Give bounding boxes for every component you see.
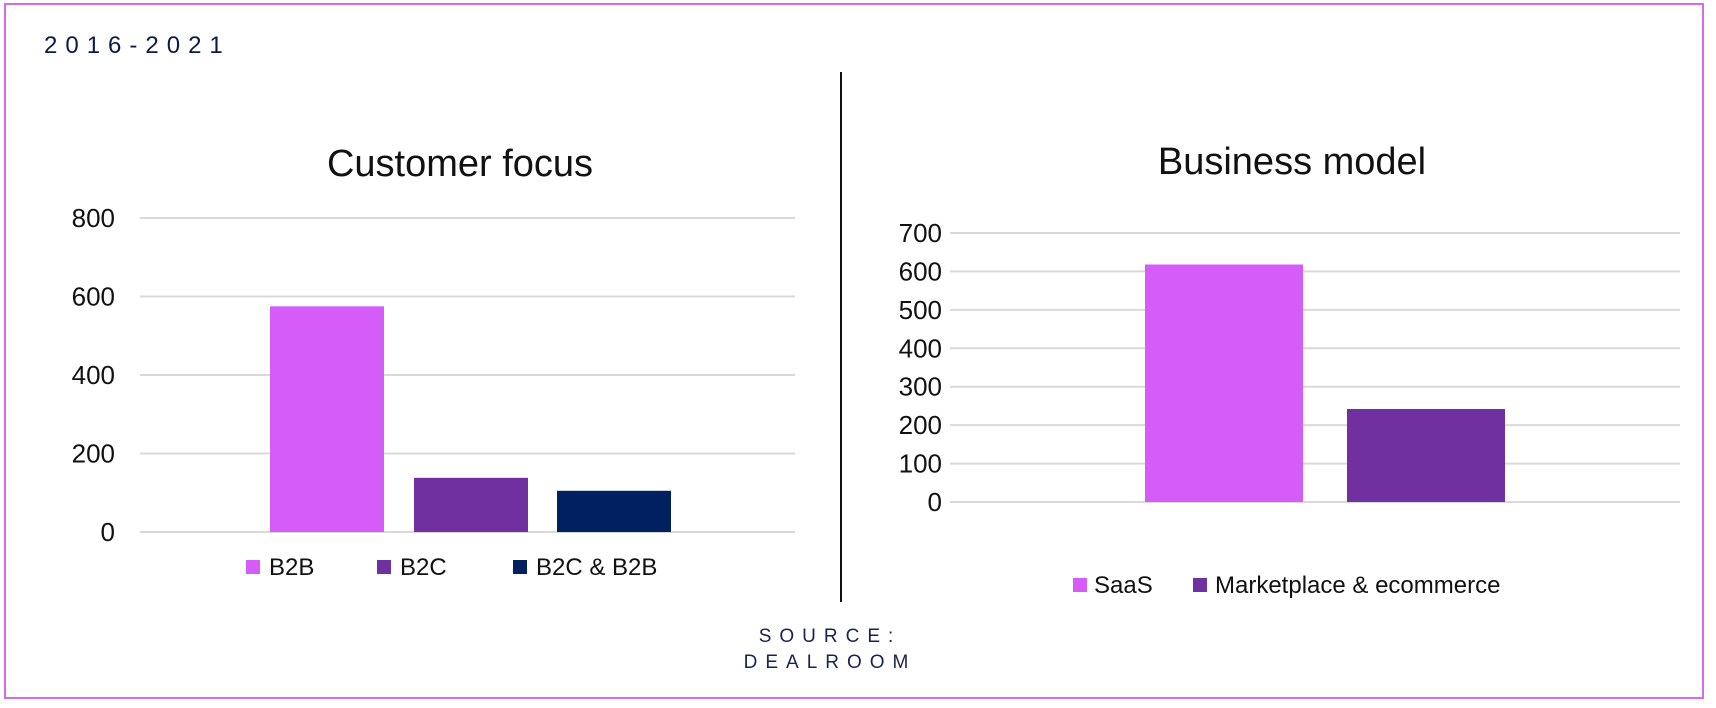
chart1-y-tick-label: 800 — [72, 203, 115, 233]
chart2-y-tick-label: 100 — [899, 449, 942, 479]
chart2-y-tick-label: 400 — [899, 333, 942, 363]
chart2-y-tick-label: 600 — [899, 256, 942, 286]
chart2-bar-saas — [1145, 264, 1303, 502]
outer-frame — [4, 3, 1704, 699]
chart1-legend-swatch — [377, 560, 391, 574]
chart1-bar-b2c — [414, 477, 528, 532]
chart1-legend-label: B2B — [269, 554, 314, 581]
chart2-legend-swatch — [1073, 578, 1087, 592]
chart1-legend-swatch — [513, 560, 527, 574]
chart1-legend-swatch — [246, 560, 260, 574]
chart2-legend-swatch — [1193, 578, 1207, 592]
chart1-title: Customer focus — [327, 143, 593, 185]
chart1-bar-b2c-b2b — [557, 490, 671, 532]
source-label: SOURCE: — [758, 626, 902, 647]
chart2-y-tick-label: 0 — [928, 487, 942, 517]
chart1-y-tick-label: 0 — [101, 517, 115, 547]
chart2-y-tick-label: 700 — [899, 218, 942, 248]
source-name: DEALROOM — [743, 652, 917, 673]
chart1-y-tick-label: 200 — [72, 439, 115, 469]
period-label: 2016-2021 — [44, 32, 231, 59]
chart1-y-tick-label: 600 — [72, 282, 115, 312]
chart2-bar-marketplace-ecommerce — [1347, 409, 1505, 502]
chart2-legend-label: SaaS — [1094, 572, 1153, 599]
chart2-y-tick-label: 200 — [899, 410, 942, 440]
source-note: SOURCE: DEALROOM — [700, 624, 960, 676]
chart-divider — [840, 72, 842, 602]
chart1-legend-label: B2C — [400, 554, 447, 581]
chart1-legend-label: B2C & B2B — [536, 554, 657, 581]
chart1-bar-b2b — [270, 306, 384, 532]
chart2-legend-label: Marketplace & ecommerce — [1215, 572, 1500, 599]
chart2-y-tick-label: 300 — [899, 372, 942, 402]
chart2-title: Business model — [1158, 141, 1426, 183]
chart1-y-tick-label: 400 — [72, 360, 115, 390]
chart2-y-tick-label: 500 — [899, 295, 942, 325]
